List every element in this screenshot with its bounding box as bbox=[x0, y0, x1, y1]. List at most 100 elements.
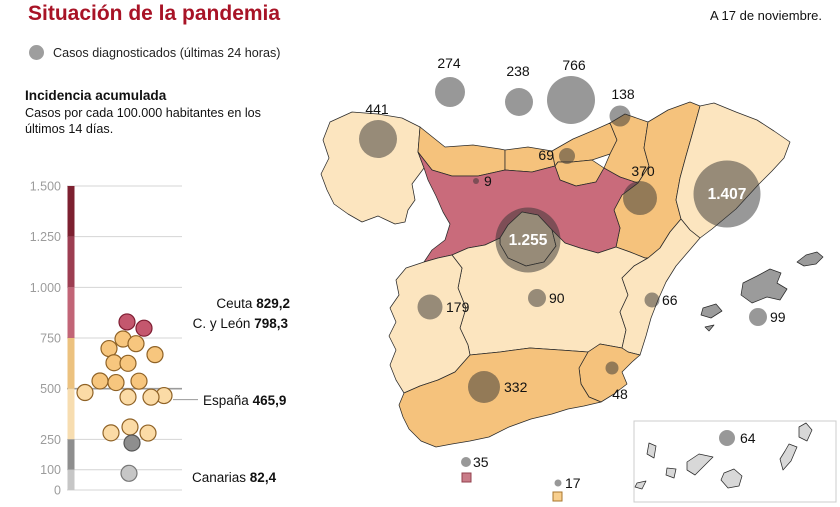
island-el-hierro bbox=[634, 480, 647, 490]
incidence-dot bbox=[91, 372, 109, 390]
case-bubble-35 bbox=[461, 457, 471, 467]
case-bubble-69 bbox=[559, 148, 575, 164]
case-bubble-label-138: 138 bbox=[611, 86, 635, 102]
case-bubble-label-66: 66 bbox=[662, 292, 678, 308]
annotation-canarias-name: Canarias bbox=[192, 470, 247, 485]
case-bubble-label-179: 179 bbox=[446, 299, 470, 315]
case-bubble-label-99: 99 bbox=[770, 309, 786, 325]
legend-label: Casos diagnosticados (últimas 24 horas) bbox=[53, 45, 281, 60]
case-bubble-64 bbox=[719, 430, 735, 446]
annotation-espana: España 465,9 bbox=[203, 393, 286, 408]
scale-segment-500-750 bbox=[67, 338, 75, 389]
case-bubble-441 bbox=[359, 120, 397, 158]
case-bubble-138 bbox=[609, 105, 631, 127]
case-bubble-48 bbox=[605, 361, 619, 375]
incidence-dot bbox=[146, 346, 164, 364]
scale-segment-1000-1250 bbox=[67, 236, 75, 288]
case-bubble-label-69: 69 bbox=[538, 147, 554, 163]
incidence-dot bbox=[102, 424, 120, 442]
case-bubble-label-90: 90 bbox=[549, 290, 565, 306]
island-fuerteventura bbox=[779, 443, 798, 471]
incidence-description-line2: últimos 14 días. bbox=[25, 122, 114, 136]
incidence-dot bbox=[139, 424, 157, 442]
spain-map: 274 238 766 138 441 69 370 1.407 9 1.255 179 90 66 99… bbox=[320, 55, 837, 503]
incidence-dot-ceuta bbox=[118, 313, 136, 331]
incidence-dot-canarias bbox=[120, 464, 138, 482]
date-note: A 17 de noviembre. bbox=[709, 8, 822, 23]
incidence-dot bbox=[127, 335, 145, 353]
annotation-canarias-value: 82,4 bbox=[249, 470, 277, 485]
incidence-description-line1: Casos por cada 100.000 habitantes en los bbox=[25, 106, 261, 120]
scale-segment-750-1000 bbox=[67, 287, 75, 338]
incidence-dot bbox=[142, 388, 160, 406]
region-baleares-formentera bbox=[704, 324, 715, 332]
case-bubble-label-441: 441 bbox=[365, 101, 389, 117]
case-bubble-label-48: 48 bbox=[612, 386, 628, 402]
annotation-canarias: Canarias 82,4 bbox=[192, 470, 276, 485]
region-valencia bbox=[619, 218, 701, 356]
annotation-ceuta-name: Ceuta bbox=[216, 296, 253, 311]
case-bubble-label-9: 9 bbox=[484, 173, 492, 189]
incidence-title: Incidencia acumulada bbox=[25, 88, 167, 103]
region-baleares-mallorca bbox=[740, 268, 788, 304]
annotation-ceuta-value: 829,2 bbox=[256, 296, 290, 311]
case-bubble-1.407 bbox=[693, 160, 761, 228]
legend: Casos diagnosticados (últimas 24 horas) bbox=[29, 45, 281, 60]
ytick-label: 500 bbox=[40, 382, 61, 396]
canary-inset bbox=[633, 420, 837, 503]
case-bubble-238 bbox=[505, 88, 533, 116]
region-galicia bbox=[320, 111, 425, 225]
case-bubble-label-766: 766 bbox=[562, 57, 586, 73]
case-bubble-9 bbox=[473, 178, 479, 184]
case-bubble-label-17: 17 bbox=[565, 475, 581, 491]
map-regions bbox=[320, 101, 824, 448]
case-bubble-label-1.255: 1.255 bbox=[509, 232, 548, 249]
incidence-strip-chart: 1.500 1.250 1.000 750 500 250 100 0 bbox=[30, 180, 198, 498]
island-la-palma bbox=[646, 442, 657, 459]
ytick-label: 100 bbox=[40, 463, 61, 477]
incidence-dot bbox=[119, 388, 137, 406]
ytick-label: 1.500 bbox=[30, 180, 61, 194]
region-andalucia bbox=[398, 347, 602, 448]
incidence-dot bbox=[119, 354, 137, 372]
scale-segment-100-250 bbox=[67, 439, 75, 470]
scale-segment-250-500 bbox=[67, 388, 75, 440]
ytick-label: 750 bbox=[40, 332, 61, 346]
case-bubble-label-35: 35 bbox=[473, 454, 489, 470]
region-baleares-ibiza bbox=[700, 303, 723, 319]
incidence-dot bbox=[76, 383, 94, 402]
island-lanzarote bbox=[798, 422, 813, 442]
case-bubble-766 bbox=[547, 76, 595, 124]
scale-segment-0-100 bbox=[67, 469, 75, 490]
ytick-label: 1.000 bbox=[30, 281, 61, 295]
annotation-cyleon-value: 798,3 bbox=[254, 316, 288, 331]
case-bubble-370 bbox=[623, 181, 657, 215]
incidence-dot bbox=[130, 372, 148, 390]
ytick-label: 0 bbox=[54, 484, 61, 498]
case-bubble-332 bbox=[468, 371, 500, 403]
city-incidence-square-0 bbox=[461, 472, 472, 483]
island-la-gomera bbox=[665, 467, 677, 479]
case-bubble-99 bbox=[749, 308, 767, 326]
island-gran-canaria bbox=[720, 468, 743, 489]
case-bubble-label-64: 64 bbox=[740, 430, 756, 446]
case-bubbles-layer: 274 238 766 138 441 69 370 1.407 9 1.255 179 90 66 99… bbox=[359, 55, 786, 502]
annotation-cyleon: C. y León 798,3 bbox=[108, 316, 288, 331]
case-bubble-label-332: 332 bbox=[504, 379, 528, 395]
annotation-espana-value: 465,9 bbox=[252, 393, 287, 408]
incidence-dot bbox=[107, 373, 125, 392]
cases-dot-icon bbox=[29, 45, 44, 60]
case-bubble-label-1.407: 1.407 bbox=[708, 186, 747, 203]
scale-segment-1250-1500 bbox=[67, 186, 75, 237]
annotation-cyleon-name: C. y León bbox=[192, 316, 251, 331]
case-bubble-66 bbox=[644, 292, 660, 308]
case-bubble-1.255 bbox=[495, 207, 561, 273]
case-bubble-17 bbox=[554, 479, 562, 487]
case-bubble-label-370: 370 bbox=[631, 163, 655, 179]
incidence-dot bbox=[100, 339, 118, 358]
incidence-dot bbox=[121, 418, 139, 436]
case-bubble-274 bbox=[435, 77, 465, 107]
island-tenerife bbox=[686, 453, 714, 476]
ytick-label: 250 bbox=[40, 433, 61, 447]
region-baleares-menorca bbox=[796, 251, 824, 267]
